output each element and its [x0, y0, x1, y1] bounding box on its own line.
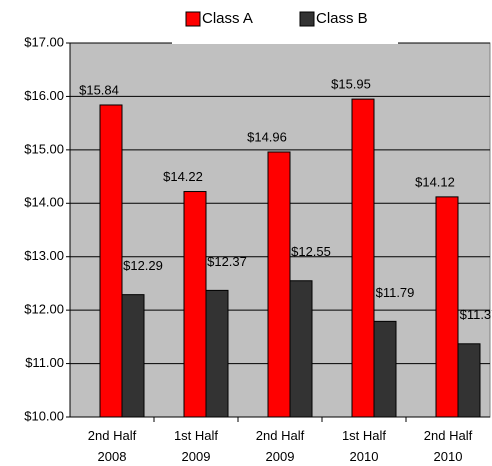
legend-swatch	[299, 11, 315, 27]
x-tick-label: 2nd Half 2008	[88, 428, 137, 464]
value-label: $14.12	[415, 174, 455, 189]
bar	[435, 196, 459, 418]
bar	[351, 98, 375, 418]
y-tick-label: $10.00	[24, 408, 64, 423]
value-label: $11.79	[376, 285, 415, 300]
y-tick-label: $15.00	[24, 141, 64, 156]
bar	[99, 104, 123, 418]
x-tick-label: 2nd Half 2009	[256, 428, 305, 464]
y-tick-label: $12.00	[24, 302, 64, 317]
y-tick-label: $17.00	[24, 34, 64, 49]
x-tick-label: 1st Half 2010	[342, 428, 386, 464]
value-label: $12.55	[291, 244, 331, 259]
y-tick-label: $11.00	[25, 355, 64, 370]
value-label: $15.84	[79, 82, 119, 97]
value-label: $12.29	[123, 258, 163, 273]
legend-box	[172, 0, 398, 44]
legend-label: Class B	[316, 10, 368, 27]
legend-label: Class A	[202, 10, 253, 27]
x-tick-label: 2nd Half 2010	[424, 428, 473, 464]
y-tick-label: $16.00	[24, 88, 64, 103]
bar	[373, 320, 397, 418]
bar	[289, 280, 313, 418]
bar	[457, 343, 481, 418]
legend-swatch	[185, 11, 201, 27]
y-tick-label: $13.00	[24, 248, 64, 263]
value-label: $14.22	[163, 169, 203, 184]
value-label: $11.37	[460, 307, 492, 322]
bar	[267, 151, 291, 418]
y-tick-label: $14.00	[24, 195, 64, 210]
value-label: $12.37	[207, 254, 247, 269]
bar	[183, 191, 207, 418]
value-label: $15.95	[331, 77, 371, 92]
bar	[205, 289, 229, 418]
bar	[121, 294, 145, 418]
x-tick-label: 1st Half 2009	[174, 428, 218, 464]
value-label: $14.96	[247, 129, 287, 144]
